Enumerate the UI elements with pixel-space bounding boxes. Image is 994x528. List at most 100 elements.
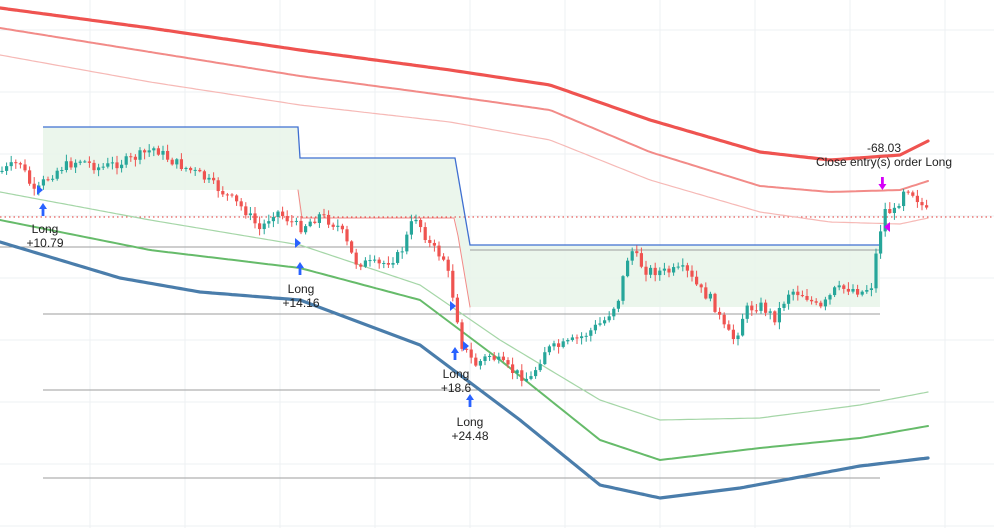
candle: [189, 166, 193, 174]
candle: [892, 203, 896, 220]
candle: [230, 193, 234, 198]
candle: [570, 334, 574, 342]
candle-body: [796, 291, 800, 296]
candle-body: [823, 299, 827, 307]
candle-body: [612, 308, 616, 317]
candle: [529, 371, 533, 381]
candle: [32, 177, 36, 196]
candle-body: [460, 322, 464, 349]
candle-body: [60, 170, 64, 172]
band-line: [0, 27, 929, 193]
candle-body: [626, 260, 630, 277]
candle-body: [198, 169, 202, 172]
candle-body: [676, 266, 680, 268]
candle-body: [492, 355, 496, 360]
candle-body: [474, 357, 478, 366]
candle: [248, 207, 252, 221]
candle-body: [833, 287, 837, 296]
candle: [299, 215, 303, 235]
candle-body: [396, 252, 400, 263]
entry-flag-icon: [37, 185, 43, 195]
candle-body: [262, 223, 266, 230]
candles: [0, 144, 929, 387]
candle: [0, 166, 4, 174]
exit-label-line: Close entry(s) order Long: [816, 155, 952, 169]
candle: [773, 310, 777, 326]
candle: [225, 192, 229, 201]
candle-body: [759, 302, 763, 311]
candle-body: [377, 259, 381, 264]
candle: [423, 222, 427, 244]
candle: [313, 217, 317, 225]
candle: [460, 319, 464, 352]
candle-body: [920, 202, 924, 206]
candle: [253, 206, 257, 229]
candle: [768, 308, 772, 320]
candle: [5, 162, 9, 175]
candle: [184, 166, 188, 172]
candle: [630, 247, 634, 265]
candle: [345, 225, 349, 246]
candle-body: [902, 191, 906, 207]
candle-body: [745, 305, 749, 319]
candle: [653, 262, 657, 282]
candle: [179, 153, 183, 171]
candle: [83, 159, 87, 163]
candle: [483, 353, 487, 366]
candle: [800, 290, 804, 298]
candle-body: [506, 360, 510, 365]
candle: [216, 177, 220, 198]
close-exit-arrow-icon: [878, 177, 887, 190]
candle: [713, 292, 717, 314]
candle-body: [18, 163, 22, 165]
entry-label-line: +24.48: [451, 429, 488, 443]
long-entry-arrow-icon: [296, 262, 304, 275]
candle-body: [837, 285, 841, 288]
candle-body: [773, 311, 777, 323]
candle-body: [607, 316, 611, 321]
candle: [906, 190, 910, 195]
candle-body: [340, 225, 344, 230]
candle: [258, 216, 262, 236]
candle-body: [115, 162, 119, 169]
candle: [244, 202, 248, 219]
candle: [520, 364, 524, 387]
candle-body: [212, 177, 216, 181]
candle: [860, 290, 864, 297]
candle: [221, 186, 225, 198]
candle: [9, 155, 13, 171]
candle-body: [317, 214, 321, 223]
candle-body: [281, 211, 285, 217]
candle-body: [529, 376, 533, 379]
candle-body: [382, 263, 386, 265]
candle-body: [828, 295, 832, 300]
candle: [386, 256, 390, 268]
long-entry-arrow-icon: [39, 203, 47, 216]
candle: [833, 285, 837, 298]
candle: [331, 222, 335, 230]
candle-body: [327, 214, 331, 225]
candle-body: [681, 265, 685, 267]
candle-body: [363, 260, 367, 267]
band-line: [0, 219, 929, 461]
candle: [718, 307, 722, 320]
candle: [106, 157, 110, 169]
candle-body: [768, 311, 772, 313]
candle-body: [166, 150, 170, 160]
candle: [823, 296, 827, 311]
candle: [575, 334, 579, 345]
candle: [759, 297, 763, 314]
candle-body: [547, 346, 551, 353]
candle: [897, 203, 901, 210]
candle: [166, 144, 170, 163]
candle: [97, 163, 101, 177]
candle-body: [791, 291, 795, 295]
candle: [55, 167, 59, 181]
trail-line: [297, 189, 471, 308]
candle-body: [253, 213, 257, 224]
candle: [524, 372, 528, 382]
candle-body: [161, 150, 165, 155]
candle-body: [635, 251, 639, 254]
candle: [451, 264, 455, 302]
candle: [745, 302, 749, 323]
